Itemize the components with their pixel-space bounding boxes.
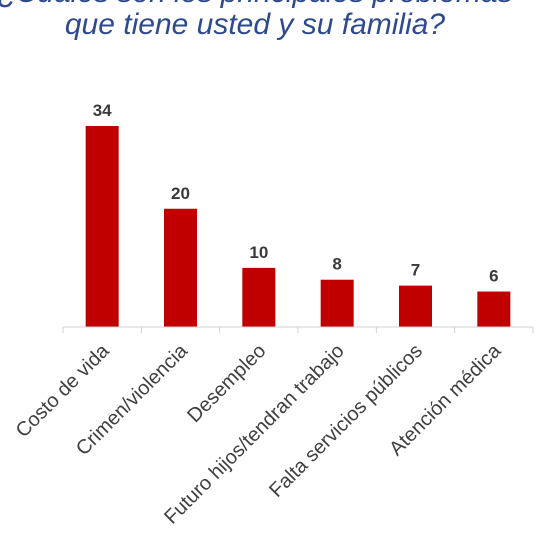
bar-0 xyxy=(85,126,119,327)
value-label-4: 7 xyxy=(411,261,420,280)
chart-title-line-1: ¿Cuáles son los principales problemas xyxy=(0,0,513,9)
category-label-4: Falta servicios públicos xyxy=(265,340,427,502)
category-label-2: Desempleo xyxy=(183,340,270,427)
bar-5 xyxy=(477,291,511,327)
bar-2 xyxy=(242,267,276,327)
value-label-1: 20 xyxy=(171,184,190,203)
bar-1 xyxy=(164,208,197,327)
bars-layer xyxy=(85,126,511,327)
category-labels-layer: Costo de vidaCrimen/violenciaDesempleoFu… xyxy=(12,327,534,528)
value-label-0: 34 xyxy=(93,101,112,120)
chart-title-line-2: que tiene usted y su familia? xyxy=(65,8,446,41)
value-labels-layer: 34 20 10 8 7 6 xyxy=(93,101,499,286)
value-label-5: 6 xyxy=(489,267,498,286)
bar-4 xyxy=(399,285,432,327)
bar-3 xyxy=(320,279,354,327)
value-label-2: 10 xyxy=(249,243,268,262)
value-label-3: 8 xyxy=(332,255,341,274)
